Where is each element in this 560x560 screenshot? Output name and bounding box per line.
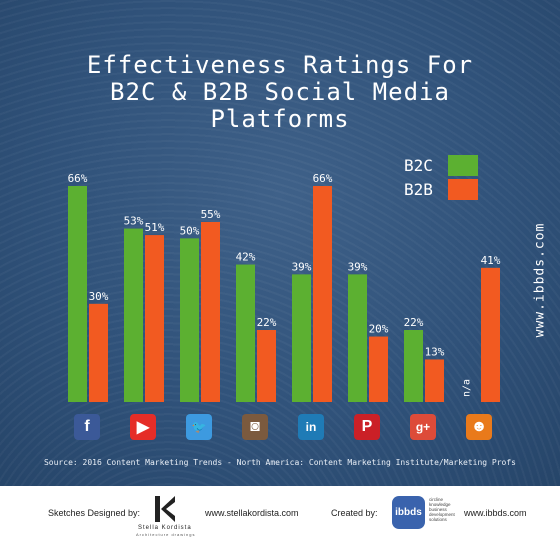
title-line-1: Effectiveness Ratings For	[86, 51, 474, 79]
created-url[interactable]: www.ibbds.com	[464, 508, 527, 518]
label-b2b-youtube: 51%	[145, 221, 165, 234]
bar-b2c-instagram	[236, 264, 255, 402]
label-b2c-linkedin: 39%	[292, 260, 312, 273]
twitter-icon: 🐦	[186, 414, 212, 440]
label-b2b-instagram: 22%	[257, 316, 277, 329]
ibbds-tagline-1: circline	[429, 497, 444, 502]
youtube-icon: ▶	[130, 414, 156, 440]
label-b2b-linkedin: 66%	[313, 172, 333, 185]
sketches-url[interactable]: www.stellakordista.com	[205, 508, 299, 518]
label-b2c-youtube: 53%	[124, 215, 144, 228]
bar-b2b-slideshare	[481, 267, 500, 402]
bar-b2c-google-	[404, 330, 423, 402]
bar-b2c-facebook	[68, 186, 87, 402]
ibbds-tagline-3: business	[429, 507, 447, 512]
bar-b2b-twitter	[201, 222, 220, 402]
ibbds-logo: ibbds	[392, 496, 425, 529]
linkedin-icon: in	[298, 414, 324, 440]
label-b2b-google-: 13%	[425, 345, 445, 358]
legend-b2b-swatch	[448, 178, 478, 200]
bar-b2c-linkedin	[292, 274, 311, 402]
bar-b2c-twitter	[180, 238, 199, 402]
footer: Sketches Designed by: Stella Kordista Ar…	[0, 486, 560, 560]
label-b2c-google-: 22%	[404, 316, 424, 329]
bar-b2b-google-	[425, 359, 444, 402]
ibbds-tagline-2: knowledge	[429, 502, 451, 507]
label-b2c-twitter: 50%	[180, 224, 200, 237]
bar-b2c-pinterest	[348, 274, 367, 402]
label-b2b-twitter: 55%	[201, 208, 221, 221]
legend-b2b-label: B2B	[404, 179, 433, 199]
stella-kordista-logo	[155, 496, 175, 522]
title-line-3: Platforms	[210, 105, 350, 133]
chart-title: Effectiveness Ratings For B2C & B2B Soci…	[0, 52, 560, 133]
bar-chart: 66% 30% 53%51% 50%55% 42% 22% 39% 66% 39% 20% 22% 1…	[68, 172, 501, 402]
label-b2c-instagram: 42%	[236, 251, 256, 264]
label-b2b-facebook: 30%	[89, 290, 109, 303]
ibbds-tagline-4: development	[429, 512, 455, 517]
instagram-icon: ◙	[242, 414, 268, 440]
sketches-subtitle: Architecture drawings	[136, 532, 196, 537]
label-b2c-facebook: 66%	[68, 172, 88, 185]
sketches-name: Stella Kordista	[138, 525, 192, 531]
label-b2c-slideshare: n/a	[462, 379, 473, 397]
title-line-2: B2C & B2B Social Media	[110, 78, 450, 106]
legend-b2c-label: B2C	[404, 155, 433, 175]
website-vertical-text: www.ibbds.com	[532, 222, 548, 338]
bar-b2b-instagram	[257, 330, 276, 402]
created-label: Created by:	[331, 508, 378, 518]
chart-panel-background	[0, 0, 560, 486]
google-plus-icon: g+	[410, 414, 436, 440]
source-note: Source: 2016 Content Marketing Trends - …	[43, 458, 516, 467]
bar-b2b-facebook	[89, 303, 108, 402]
pinterest-icon: P	[354, 414, 380, 440]
sketches-label: Sketches Designed by:	[48, 508, 141, 518]
ibbds-tagline: circline knowledge business development …	[429, 497, 455, 522]
legend-b2c: B2C	[404, 154, 478, 176]
bar-b2c-youtube	[124, 228, 143, 402]
slideshare-icon: ☻	[466, 414, 492, 440]
legend-b2b: B2B	[404, 178, 478, 200]
label-b2b-slideshare: 41%	[481, 254, 501, 267]
label-b2b-pinterest: 20%	[369, 323, 389, 336]
ibbds-tagline-5: solutions	[429, 517, 447, 522]
bar-b2b-youtube	[145, 235, 164, 402]
facebook-icon: f	[74, 414, 100, 440]
bar-b2b-linkedin	[313, 186, 332, 402]
bar-b2b-pinterest	[369, 336, 388, 402]
legend-b2c-swatch	[448, 154, 478, 176]
label-b2c-pinterest: 39%	[348, 260, 368, 273]
